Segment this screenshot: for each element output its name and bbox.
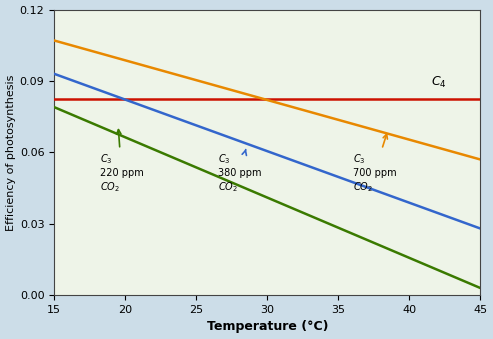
- Text: $C_4$: $C_4$: [431, 75, 446, 91]
- Text: $C_3$
380 ppm
$CO_2$: $C_3$ 380 ppm $CO_2$: [217, 149, 261, 194]
- X-axis label: Temperature (°C): Temperature (°C): [207, 320, 328, 334]
- Text: $C_3$
220 ppm
$CO_2$: $C_3$ 220 ppm $CO_2$: [100, 129, 143, 194]
- Y-axis label: Efficiency of photosynthesis: Efficiency of photosynthesis: [5, 74, 16, 231]
- Text: $C_3$
700 ppm
$CO_2$: $C_3$ 700 ppm $CO_2$: [352, 134, 396, 194]
